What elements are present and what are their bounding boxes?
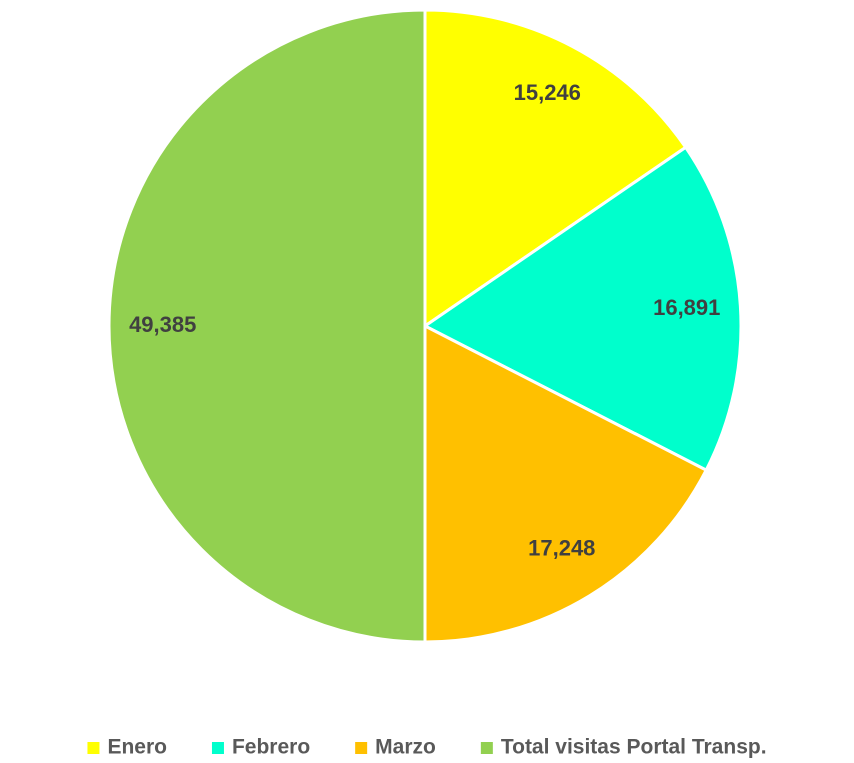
data-label: 49,385 xyxy=(129,312,196,337)
legend-label: Marzo xyxy=(375,736,436,759)
data-label: 16,891 xyxy=(653,295,720,320)
pie-slice xyxy=(422,145,743,473)
legend-swatch xyxy=(480,742,493,754)
pie-slice xyxy=(107,8,427,644)
legend-label: Febrero xyxy=(232,736,310,759)
data-label: 17,248 xyxy=(528,536,595,561)
legend-swatch xyxy=(211,742,224,754)
legend-label: Total visitas Portal Transp. xyxy=(501,736,767,759)
data-label: 15,246 xyxy=(514,80,581,105)
legend-swatch xyxy=(355,742,368,754)
pie-slice xyxy=(423,8,688,329)
legend-label: Enero xyxy=(107,736,167,759)
legend-swatch xyxy=(87,742,100,754)
pie-slice xyxy=(423,323,709,644)
